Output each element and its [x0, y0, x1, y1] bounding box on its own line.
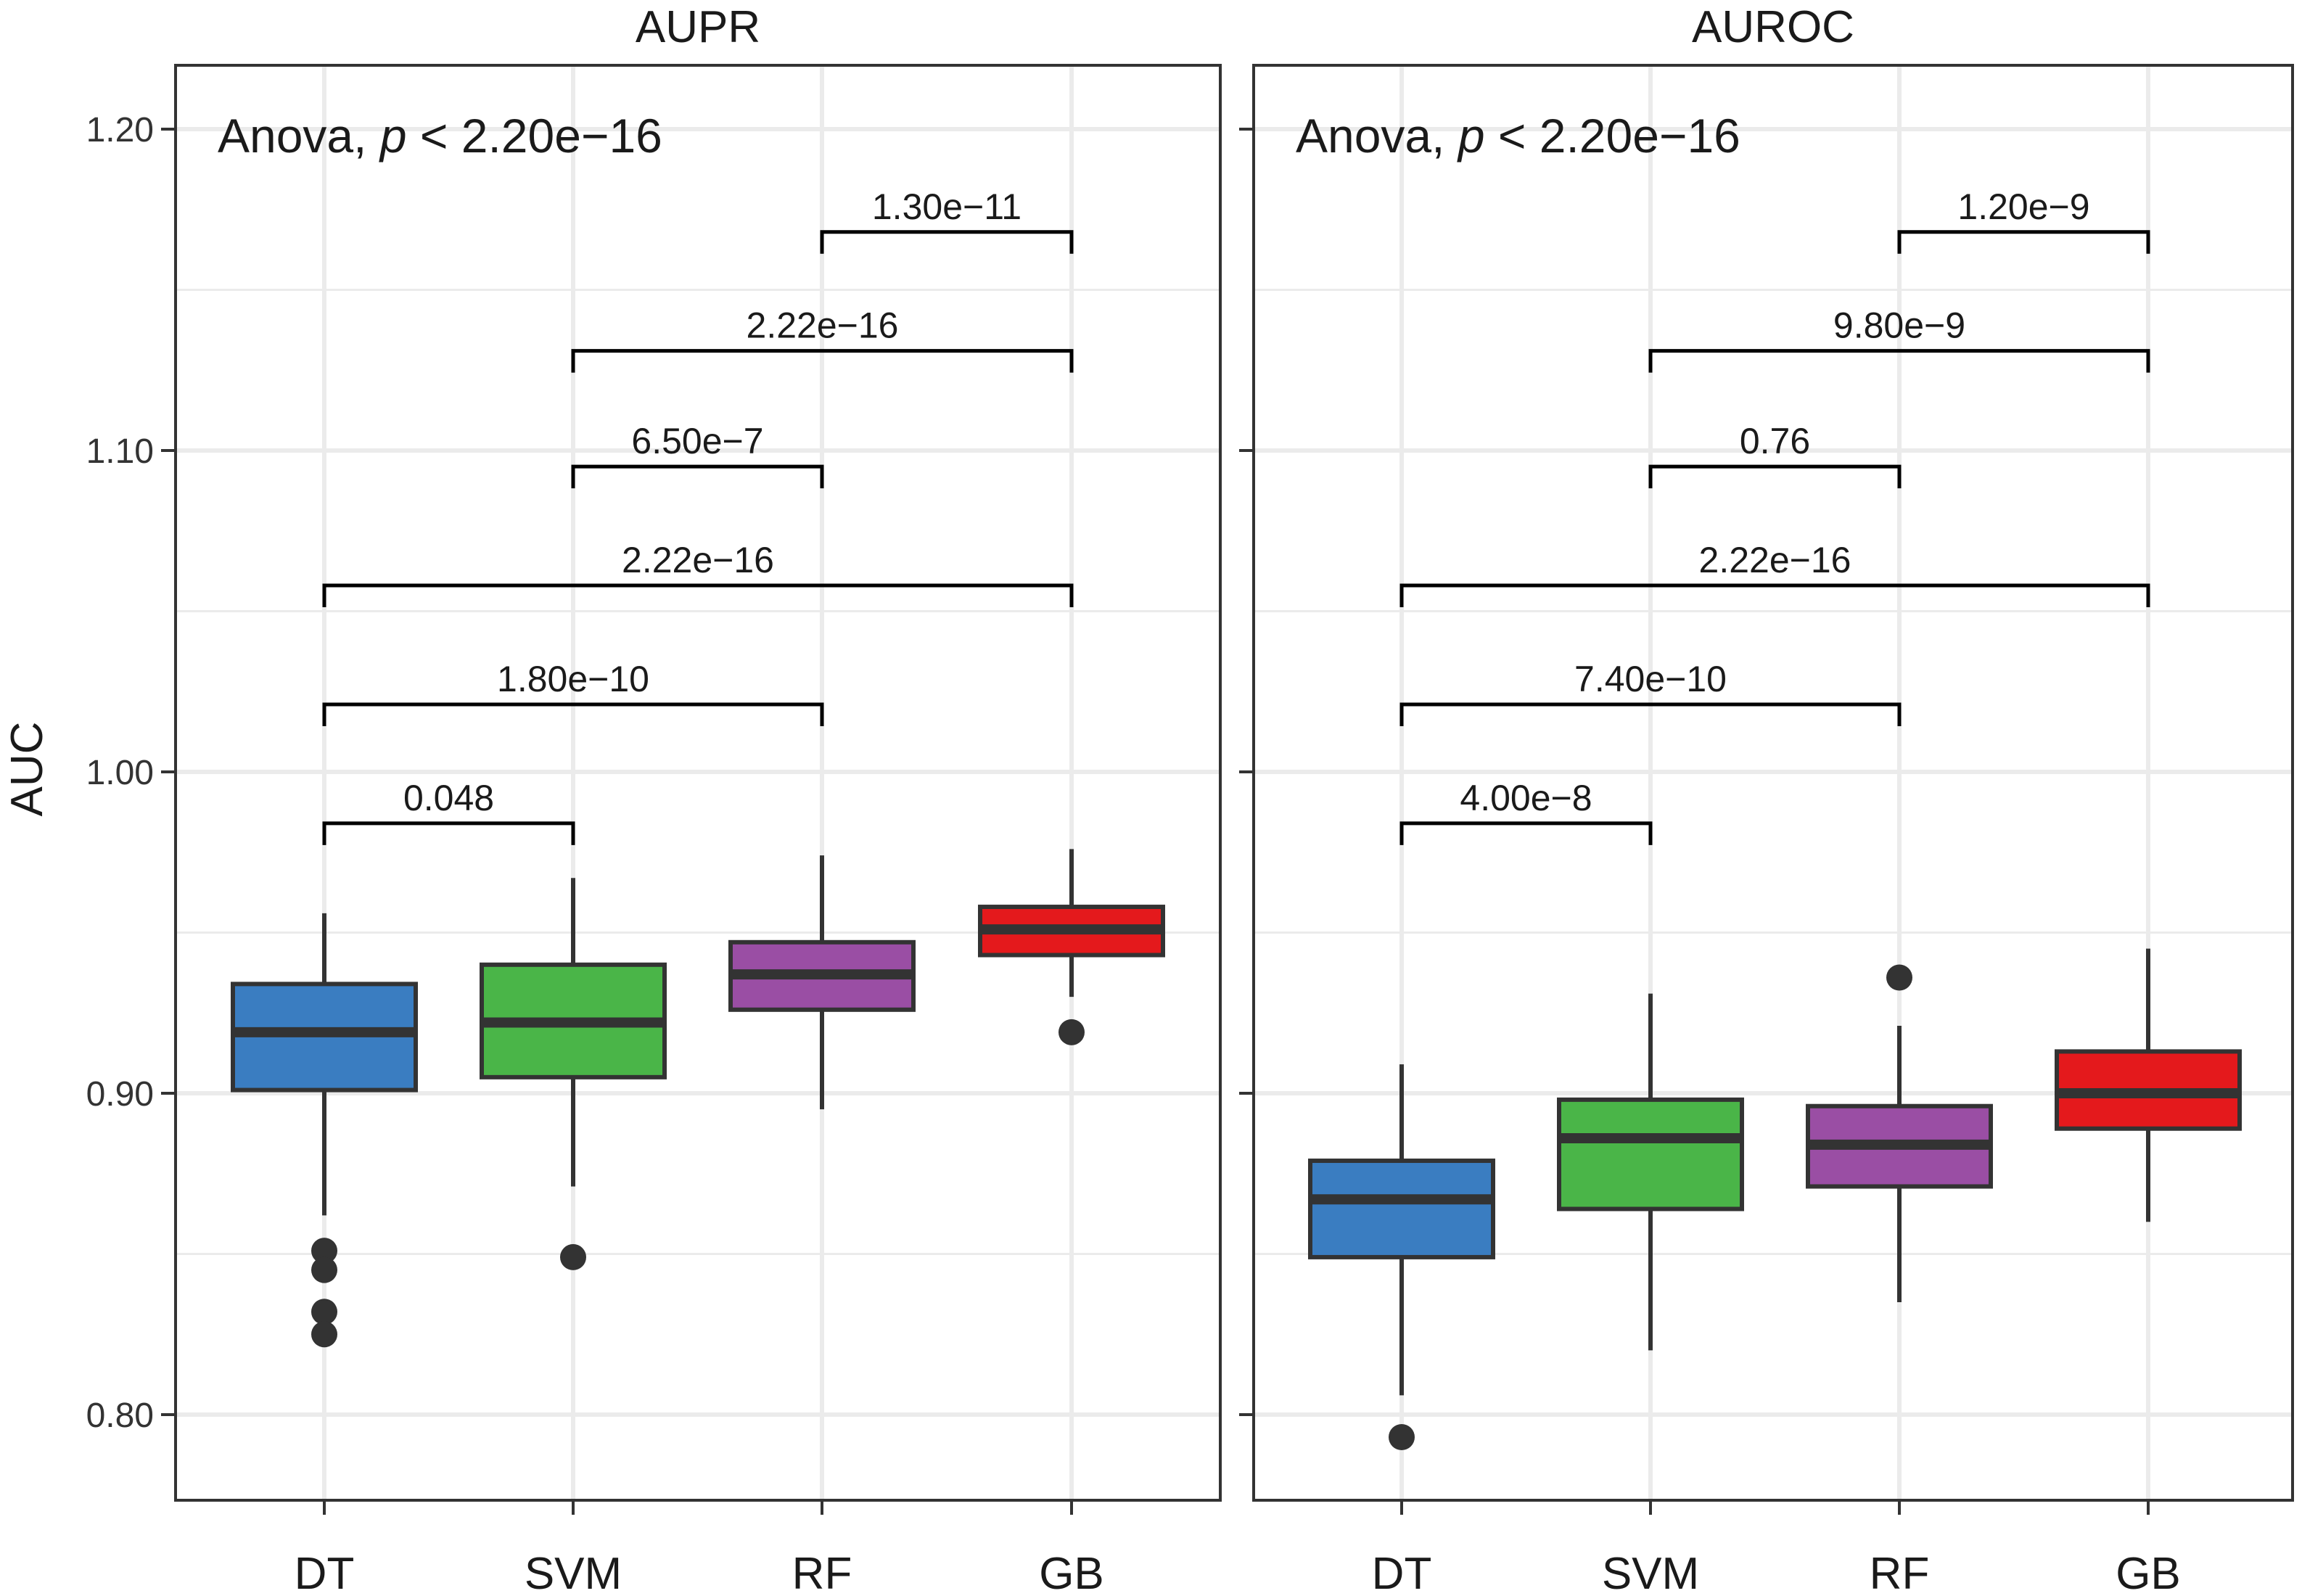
anova-prefix: Anova,	[1296, 109, 1458, 163]
comparison-pvalue-label: 1.80e−10	[497, 659, 649, 699]
comparison-pvalue-label: 1.30e−11	[872, 186, 1021, 227]
comparison-bracket-dt-svm	[322, 821, 575, 845]
y-tick-label: 1.20	[86, 111, 154, 149]
comparison-pvalue-label: 0.048	[403, 778, 494, 818]
comparison-pvalue-label: 2.22e−16	[747, 305, 899, 346]
y-tick-label: 0.90	[86, 1075, 154, 1114]
box-dt	[1308, 1159, 1495, 1259]
comparison-bracket-dt-svm	[1399, 821, 1653, 845]
comparison-bracket-dt-gb	[322, 583, 1074, 608]
outlier-point-dt	[311, 1299, 337, 1325]
x-category-label: GB	[1039, 1549, 1104, 1596]
comparison-pvalue-label: 4.00e−8	[1460, 778, 1592, 818]
panel-title: AUROC	[1692, 2, 1854, 52]
comparison-bracket-svm-gb	[1648, 349, 2150, 373]
outlier-point-dt	[311, 1238, 337, 1264]
comparison-bracket-dt-gb	[1399, 583, 2150, 608]
panel-frame-layer	[174, 64, 2294, 1502]
outlier-point-dt	[1389, 1424, 1415, 1451]
outlier-point-dt	[311, 1256, 337, 1283]
axis-layer	[161, 128, 2150, 1515]
x-category-label: SVM	[1602, 1549, 1699, 1596]
comparison-bracket-svm-rf	[1648, 464, 1902, 489]
anova-p-symbol: p	[379, 109, 407, 163]
comparison-bracket-layer	[322, 230, 2150, 845]
x-category-label: DT	[295, 1549, 355, 1596]
outlier-point-svm	[560, 1243, 586, 1270]
anova-annotation: Anova, p < 2.20e−16	[1296, 109, 1740, 163]
anova-p-symbol: p	[1457, 109, 1485, 163]
x-category-label: RF	[792, 1549, 852, 1596]
box-layer	[231, 849, 2242, 1451]
anova-value: < 2.20e−16	[407, 109, 662, 163]
comparison-pvalue-label: 6.50e−7	[631, 421, 763, 461]
text-layer: 0.048 1.80e−10 2.22e−16 6.50e−7 2.22e−16 1.30…	[2, 2, 2181, 1596]
panel-title: AUPR	[636, 2, 760, 52]
comparison-bracket-svm-rf	[571, 464, 824, 489]
x-category-label: RF	[1870, 1549, 1930, 1596]
y-tick-label: 1.10	[86, 432, 154, 471]
anova-value: < 2.20e−16	[1485, 109, 1740, 163]
comparison-pvalue-label: 2.22e−16	[622, 540, 774, 580]
outlier-point-gb	[1058, 1019, 1085, 1045]
y-tick-label: 1.00	[86, 754, 154, 792]
anova-annotation: Anova, p < 2.20e−16	[218, 109, 662, 163]
comparison-pvalue-label: 0.76	[1740, 421, 1810, 461]
comparison-bracket-svm-gb	[571, 349, 1074, 373]
comparison-bracket-dt-rf	[322, 702, 824, 726]
box-svm	[1557, 1097, 1744, 1212]
y-axis-title: AUC	[2, 722, 52, 817]
comparison-pvalue-label: 9.80e−9	[1833, 305, 1965, 346]
comparison-bracket-rf-gb	[1897, 230, 2150, 254]
x-category-label: GB	[2116, 1549, 2181, 1596]
outlier-point-rf	[1886, 964, 1912, 991]
comparison-bracket-rf-gb	[820, 230, 1074, 254]
x-category-label: DT	[1372, 1549, 1432, 1596]
comparison-bracket-dt-rf	[1399, 702, 1902, 726]
comparison-pvalue-label: 1.20e−9	[1957, 186, 2089, 227]
comparison-pvalue-label: 2.22e−16	[1699, 540, 1851, 580]
y-tick-label: 0.80	[86, 1396, 154, 1435]
panel-frame	[1252, 64, 2294, 1502]
comparison-pvalue-label: 7.40e−10	[1574, 659, 1727, 699]
anova-prefix: Anova,	[218, 109, 380, 163]
x-category-label: SVM	[525, 1549, 622, 1596]
outlier-point-dt	[311, 1321, 337, 1348]
panel-frame	[174, 64, 1222, 1502]
